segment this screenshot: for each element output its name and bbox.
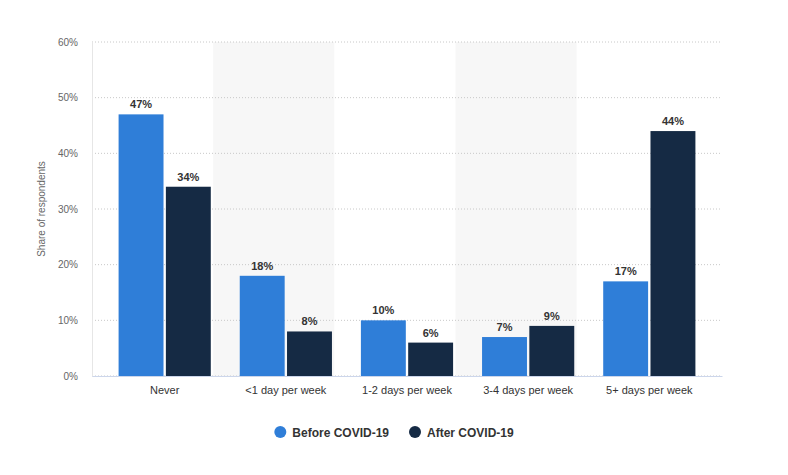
data-label: 34% — [177, 171, 199, 183]
tick: 0% — [64, 371, 92, 382]
tick-label: 1-2 days per week — [362, 384, 452, 396]
tick: 10% — [58, 315, 92, 326]
tick: 1-2 days per week — [362, 376, 452, 396]
bar[interactable] — [650, 131, 695, 376]
legend-label: After COVID-19 — [427, 426, 514, 440]
tick-label: 60% — [58, 37, 78, 48]
tick: 20% — [58, 259, 92, 270]
data-label: 10% — [372, 304, 394, 316]
tick: 50% — [58, 92, 92, 103]
tick-label: 40% — [58, 148, 78, 159]
bar[interactable] — [603, 281, 648, 376]
axis-line — [92, 43, 93, 377]
tick-label: 5+ days per week — [606, 384, 693, 396]
data-label: 8% — [302, 315, 318, 327]
bar[interactable] — [529, 326, 574, 376]
x-axis: Never <1 day per week 1-2 days per week 3-4… — [93, 376, 723, 396]
grid-line — [92, 153, 722, 154]
plot: 0% 10% 20% 30% 40% 50% 60% Never <1 day per week… — [58, 37, 723, 396]
tick-label: 50% — [58, 92, 78, 103]
bar[interactable] — [408, 343, 453, 376]
grid-line — [92, 42, 722, 43]
bar[interactable] — [240, 276, 285, 376]
tick: 30% — [58, 204, 92, 215]
bar[interactable] — [287, 331, 332, 376]
legend: Before COVID-19 After COVID-19 — [274, 426, 514, 440]
tick: 3-4 days per week — [483, 376, 573, 396]
tick-label: 10% — [58, 315, 78, 326]
data-label: 17% — [615, 265, 637, 277]
grid-line — [92, 97, 722, 98]
tick: 5+ days per week — [606, 376, 693, 396]
data-label: 47% — [130, 98, 152, 110]
bars — [119, 114, 696, 376]
tick: 60% — [58, 37, 92, 48]
legend-item[interactable]: After COVID-19 — [409, 426, 514, 440]
data-label: 6% — [423, 327, 439, 339]
tick-label: 30% — [58, 204, 78, 215]
tick: 40% — [58, 148, 92, 159]
legend-symbol — [274, 426, 286, 438]
legend-label: Before COVID-19 — [292, 426, 389, 440]
legend-symbol — [409, 426, 421, 438]
data-labels: 47% 18% 10% 7% 17% 34% 8% 6% 9% 44% — [130, 98, 684, 338]
tick-label: <1 day per week — [245, 384, 327, 396]
tick-label: 20% — [58, 259, 78, 270]
bar[interactable] — [119, 114, 164, 376]
axis-line — [93, 376, 723, 377]
tick-label: 0% — [64, 371, 79, 382]
tick-label: 3-4 days per week — [483, 384, 573, 396]
bar[interactable] — [361, 320, 406, 376]
bar[interactable] — [482, 337, 527, 376]
legend-item[interactable]: Before COVID-19 — [274, 426, 389, 440]
data-label: 44% — [662, 115, 684, 127]
tick-label: Never — [150, 384, 180, 396]
chart: 0% 10% 20% 30% 40% 50% 60% Never <1 day per week… — [0, 0, 788, 475]
y-axis: 0% 10% 20% 30% 40% 50% 60% — [58, 37, 93, 382]
tick: Never — [150, 376, 180, 396]
data-label: 7% — [497, 321, 513, 333]
data-label: 9% — [544, 310, 560, 322]
grid — [92, 42, 722, 376]
tick: <1 day per week — [245, 376, 327, 396]
band — [213, 42, 334, 376]
bar[interactable] — [166, 187, 211, 376]
data-label: 18% — [251, 260, 273, 272]
axis-title: Share of respondents — [36, 161, 47, 257]
